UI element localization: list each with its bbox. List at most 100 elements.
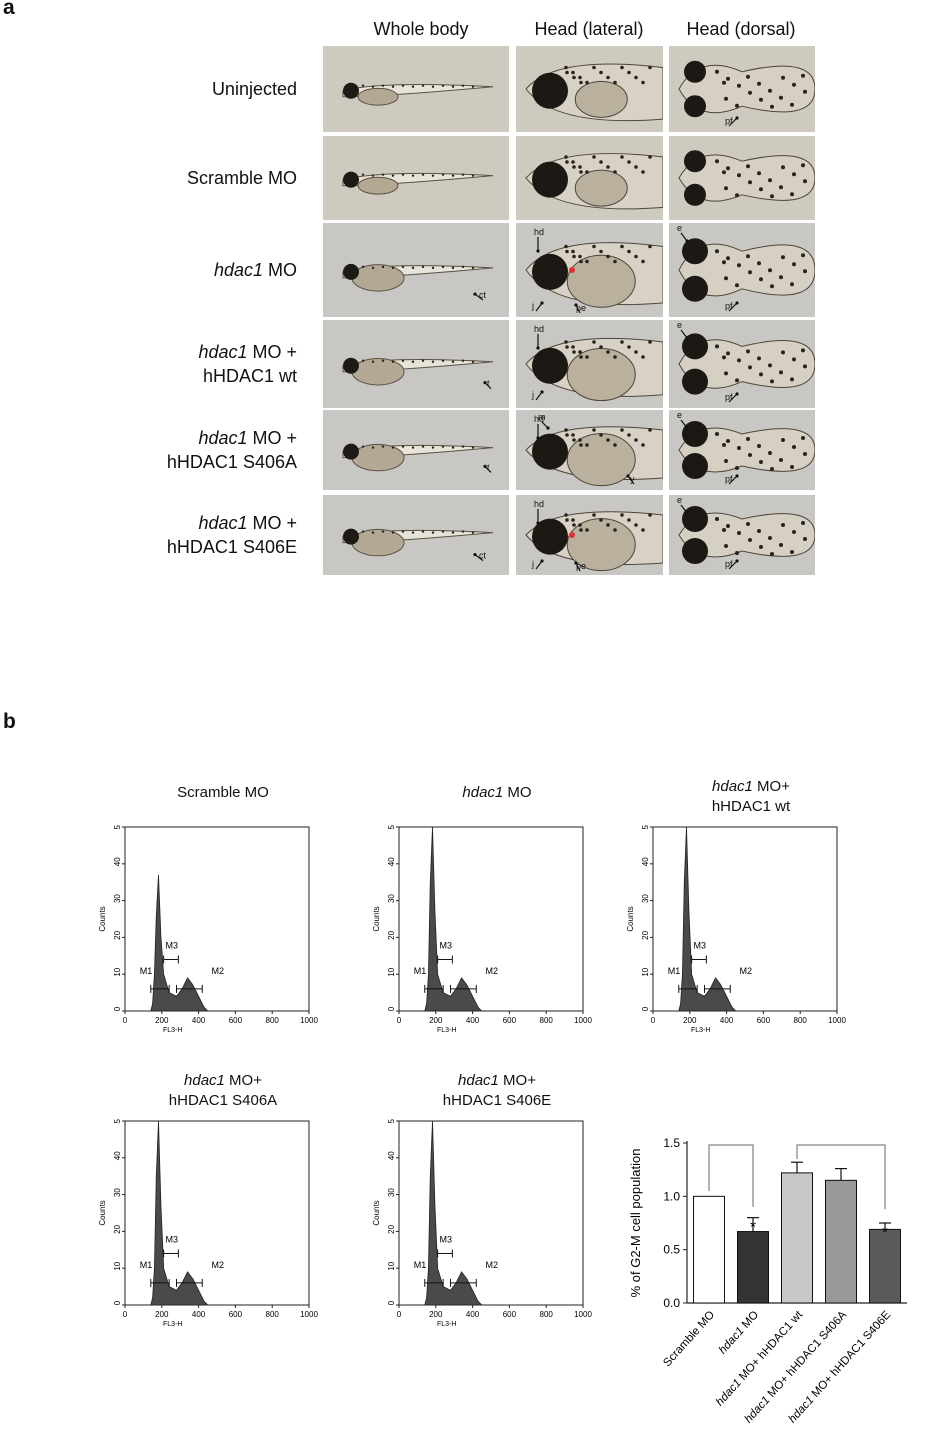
- svg-text:t: t: [487, 462, 490, 472]
- embryo-photo: [323, 136, 509, 220]
- bar: [781, 1172, 813, 1304]
- y-tick-label: 50: [641, 825, 650, 829]
- significance-marker: *: [882, 1224, 888, 1241]
- x-axis-label: FL3-H: [163, 1321, 182, 1328]
- embryo-photo: hd j pe: [516, 223, 663, 317]
- histogram-title-text: MO: [503, 784, 532, 801]
- x-axis-label: FL3-H: [437, 1321, 456, 1328]
- embryo-photo: pf e: [669, 223, 815, 317]
- y-tick-label: 50: [387, 1119, 396, 1123]
- x-tick-label: 200: [429, 1016, 443, 1025]
- svg-text:M3: M3: [439, 940, 452, 950]
- embryo-photo: hd m y: [516, 410, 663, 490]
- annotation-arrow: pf: [725, 301, 739, 312]
- gate-marker: M3: [163, 940, 179, 964]
- x-tick-label: 800: [540, 1016, 554, 1025]
- row-label-line2: hHDAC1 wt: [202, 366, 297, 386]
- svg-text:e: e: [677, 223, 682, 233]
- y-tick-label: 10: [113, 1261, 122, 1270]
- svg-text:hd: hd: [534, 499, 544, 509]
- svg-text:pf: pf: [725, 559, 733, 569]
- annotation-arrow: e: [677, 223, 689, 243]
- gate-marker: M3: [437, 940, 453, 964]
- x-tick-label: 1000: [300, 1016, 318, 1025]
- y-tick-label: 40: [113, 1151, 122, 1160]
- column-header-head-lateral: Head (lateral): [534, 19, 644, 39]
- gate-marker: M2: [176, 1260, 224, 1287]
- flow-histogram: 0 10 20 30 40 50 0 200 400 600 800 1000 FL3-H Counts M…: [372, 1119, 592, 1328]
- row-label: Uninjected: [57, 77, 297, 101]
- annotation-arrow: m: [538, 412, 550, 430]
- histogram-title-text: Scramble MO: [177, 784, 269, 801]
- y-axis-label: Counts: [98, 906, 107, 931]
- svg-text:pf: pf: [725, 474, 733, 484]
- embryo-photo: [516, 136, 663, 220]
- annotation-arrow: pf: [725, 392, 739, 403]
- y-tick-label: 40: [641, 857, 650, 866]
- x-tick-label: 0: [397, 1016, 402, 1025]
- svg-text:hd: hd: [534, 414, 544, 424]
- svg-text:j: j: [531, 301, 534, 311]
- gate-marker: M3: [691, 940, 707, 964]
- embryo-photo: [516, 46, 663, 132]
- panel-a-letter: a: [3, 0, 15, 19]
- x-tick-label: 800: [266, 1310, 280, 1319]
- y-tick-label: 50: [113, 1119, 122, 1123]
- flow-histogram: 0 10 20 30 40 50 0 200 400 600 800 1000 FL3-H Counts M…: [98, 825, 318, 1034]
- svg-text:pf: pf: [725, 116, 733, 126]
- flow-histogram: 0 10 20 30 40 50 0 200 400 600 800 1000 FL3-H Counts M…: [626, 825, 846, 1034]
- x-tick-label: 600: [503, 1016, 517, 1025]
- category-label: hdac1 MO: [717, 1309, 761, 1357]
- row-label-text: MO +: [247, 342, 297, 362]
- y-axis-label: Counts: [372, 906, 381, 931]
- gate-marker: M3: [163, 1234, 179, 1258]
- svg-text:M2: M2: [485, 966, 498, 976]
- y-tick-label: 10: [113, 967, 122, 976]
- row-label: hdac1 MO + hHDAC1 S406A: [57, 426, 297, 474]
- category-label: Scramble MO: [661, 1309, 717, 1369]
- x-tick-label: 1000: [574, 1310, 592, 1319]
- histogram-area: [150, 874, 209, 1012]
- g2m-bar-chart: 0.0 0.5 1.0 1.5 % of G2-M cell population Scr…: [628, 1136, 907, 1426]
- y-tick-label: 1.5: [663, 1136, 680, 1150]
- x-tick-label: 400: [720, 1016, 734, 1025]
- row-label-gene: hdac1: [198, 428, 248, 448]
- y-tick-label: 40: [387, 857, 396, 866]
- y-tick-label: 0.0: [663, 1296, 680, 1310]
- svg-text:M1: M1: [140, 966, 153, 976]
- embryo-photo: ct: [323, 495, 509, 575]
- histogram-title-line2: hHDAC1 S406E: [442, 1092, 552, 1109]
- histogram-area: [424, 1120, 483, 1306]
- histogram-title: Scramble MO: [103, 783, 343, 803]
- svg-text:M3: M3: [439, 1234, 452, 1244]
- histogram-title-gene: hdac1: [462, 784, 504, 801]
- row-label-gene: hdac1: [198, 342, 248, 362]
- y-axis-label: Counts: [98, 1200, 107, 1225]
- x-tick-label: 200: [683, 1016, 697, 1025]
- histogram-title-line2: hHDAC1 wt: [711, 798, 791, 815]
- y-tick-label: 20: [387, 930, 396, 939]
- row-label-line2: hHDAC1 S406A: [166, 452, 297, 472]
- x-tick-label: 600: [757, 1016, 771, 1025]
- x-tick-label: 800: [540, 1310, 554, 1319]
- x-tick-label: 200: [155, 1310, 169, 1319]
- flow-histogram: 0 10 20 30 40 50 0 200 400 600 800 1000 FL3-H Counts M…: [98, 1119, 318, 1328]
- svg-text:M1: M1: [668, 966, 681, 976]
- x-tick-label: 1000: [574, 1016, 592, 1025]
- annotation-arrow: pe: [574, 303, 586, 314]
- y-tick-label: 10: [387, 1261, 396, 1270]
- y-tick-label: 30: [641, 894, 650, 903]
- annotation-arrow: e: [677, 320, 689, 340]
- y-tick-label: 40: [113, 857, 122, 866]
- flow-histogram: 0 10 20 30 40 50 0 200 400 600 800 1000 FL3-H Counts M…: [372, 825, 592, 1034]
- svg-text:e: e: [677, 410, 682, 420]
- y-tick-label: 20: [113, 930, 122, 939]
- svg-text:M3: M3: [165, 1234, 178, 1244]
- x-tick-label: 0: [651, 1016, 656, 1025]
- histogram-title: hdac1 MO: [377, 783, 617, 803]
- embryo-photo: pf e: [669, 495, 815, 575]
- x-tick-label: 200: [155, 1016, 169, 1025]
- x-axis-label: FL3-H: [163, 1027, 182, 1034]
- svg-text:y: y: [630, 474, 635, 484]
- bar: [693, 1195, 725, 1304]
